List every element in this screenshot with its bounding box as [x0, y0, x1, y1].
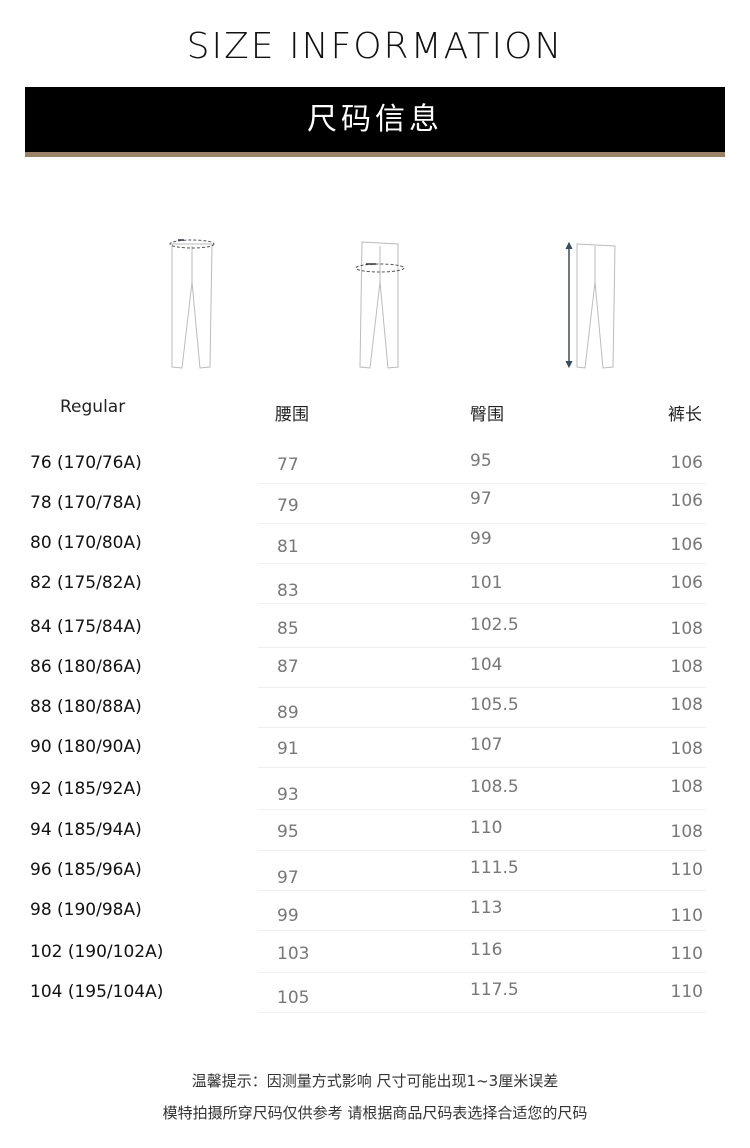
- row-divider: [258, 563, 706, 564]
- waist-value: 93: [277, 785, 299, 805]
- length-value: 108: [670, 657, 703, 677]
- row-divider: [258, 603, 706, 604]
- waist-value: 97: [277, 868, 299, 888]
- waist-value: 87: [277, 657, 299, 677]
- row-divider: [258, 1012, 706, 1013]
- row-divider: [258, 930, 706, 931]
- table-row: 76 (170/76A) 77 95 106: [0, 451, 750, 493]
- size-label: 78 (170/78A): [30, 493, 142, 513]
- hip-value: 97: [470, 489, 492, 509]
- measurement-note: 温馨提示：因测量方式影响 尺寸可能出现1~3厘米误差: [191, 1072, 559, 1090]
- waist-value: 91: [277, 739, 299, 759]
- waist-measure-icon: [169, 239, 215, 369]
- hip-value: 113: [470, 898, 503, 918]
- hip-value: 99: [470, 529, 492, 549]
- table-row: 92 (185/92A) 93 108.5 108: [0, 777, 750, 819]
- waist-value: 95: [277, 822, 299, 842]
- table-row: 104 (195/104A) 105 117.5 110: [0, 980, 750, 1022]
- size-label: 86 (180/86A): [30, 657, 142, 677]
- row-divider: [258, 483, 706, 484]
- table-row: 78 (170/78A) 79 97 106: [0, 489, 750, 533]
- row-divider: [258, 972, 706, 973]
- hip-measure-icon: [355, 241, 405, 369]
- length-value: 106: [670, 573, 703, 593]
- table-row: 80 (170/80A) 81 99 106: [0, 529, 750, 573]
- row-divider: [258, 647, 706, 648]
- table-row: 102 (190/102A) 103 116 110: [0, 940, 750, 982]
- hip-value: 116: [470, 940, 503, 960]
- model-size-note: 模特拍摄所穿尺码仅供参考 请根据商品尺码表选择合适您的尺码: [162, 1104, 588, 1122]
- hip-value: 111.5: [470, 858, 519, 878]
- table-row: 96 (185/96A) 97 111.5 110: [0, 858, 750, 900]
- waist-value: 85: [277, 619, 299, 639]
- column-header-size: Regular: [60, 397, 126, 417]
- column-header-waist: 腰围: [275, 405, 309, 425]
- length-value: 110: [670, 860, 703, 880]
- length-value: 108: [670, 739, 703, 759]
- size-label: 82 (175/82A): [30, 573, 142, 593]
- hip-value: 105.5: [470, 695, 519, 715]
- size-label: 98 (190/98A): [30, 900, 142, 920]
- row-divider: [258, 687, 706, 688]
- table-row: 82 (175/82A) 83 101 106: [0, 573, 750, 613]
- hip-value: 102.5: [470, 615, 519, 635]
- table-row: 88 (180/88A) 89 105.5 108: [0, 695, 750, 737]
- size-label: 104 (195/104A): [30, 982, 164, 1002]
- length-value: 106: [670, 453, 703, 473]
- length-value: 106: [670, 535, 703, 555]
- hip-value: 104: [470, 655, 503, 675]
- table-row: 94 (185/94A) 95 110 108: [0, 818, 750, 860]
- row-divider: [258, 809, 706, 810]
- row-divider: [258, 767, 706, 768]
- column-header-length: 裤长: [668, 405, 702, 425]
- waist-value: 77: [277, 455, 299, 475]
- hip-value: 107: [470, 735, 503, 755]
- hip-value: 110: [470, 818, 503, 838]
- row-divider: [258, 727, 706, 728]
- table-row: 84 (175/84A) 85 102.5 108: [0, 615, 750, 657]
- size-label: 76 (170/76A): [30, 453, 142, 473]
- waist-value: 81: [277, 537, 299, 557]
- table-row: 90 (180/90A) 91 107 108: [0, 735, 750, 777]
- row-divider: [258, 523, 706, 524]
- size-label: 102 (190/102A): [30, 942, 164, 962]
- size-label: 88 (180/88A): [30, 697, 142, 717]
- row-divider: [258, 890, 706, 891]
- length-value: 110: [670, 982, 703, 1002]
- size-label: 90 (180/90A): [30, 737, 142, 757]
- banner-divider: [25, 152, 725, 157]
- table-row: 98 (190/98A) 99 113 110: [0, 898, 750, 940]
- length-value: 106: [670, 491, 703, 511]
- length-value: 110: [670, 906, 703, 926]
- waist-value: 79: [277, 496, 299, 516]
- size-label: 94 (185/94A): [30, 820, 142, 840]
- waist-value: 89: [277, 703, 299, 723]
- column-header-hip: 臀围: [470, 405, 504, 425]
- size-label: 96 (185/96A): [30, 860, 142, 880]
- hip-value: 95: [470, 451, 492, 471]
- size-label: 80 (170/80A): [30, 533, 142, 553]
- waist-value: 99: [277, 906, 299, 926]
- length-value: 110: [670, 944, 703, 964]
- hip-value: 108.5: [470, 777, 519, 797]
- length-measure-icon: [565, 241, 616, 369]
- hip-value: 117.5: [470, 980, 519, 1000]
- section-banner: 尺码信息: [25, 87, 725, 152]
- size-label: 92 (185/92A): [30, 779, 142, 799]
- length-value: 108: [670, 695, 703, 715]
- hip-value: 101: [470, 573, 503, 593]
- waist-value: 103: [277, 944, 310, 964]
- length-value: 108: [670, 777, 703, 797]
- length-value: 108: [670, 822, 703, 842]
- table-row: 86 (180/86A) 87 104 108: [0, 655, 750, 697]
- size-label: 84 (175/84A): [30, 617, 142, 637]
- length-value: 108: [670, 619, 703, 639]
- page-title: SIZE INFORMATION: [186, 26, 564, 67]
- waist-value: 105: [277, 988, 310, 1008]
- row-divider: [258, 850, 706, 851]
- waist-value: 83: [277, 581, 299, 601]
